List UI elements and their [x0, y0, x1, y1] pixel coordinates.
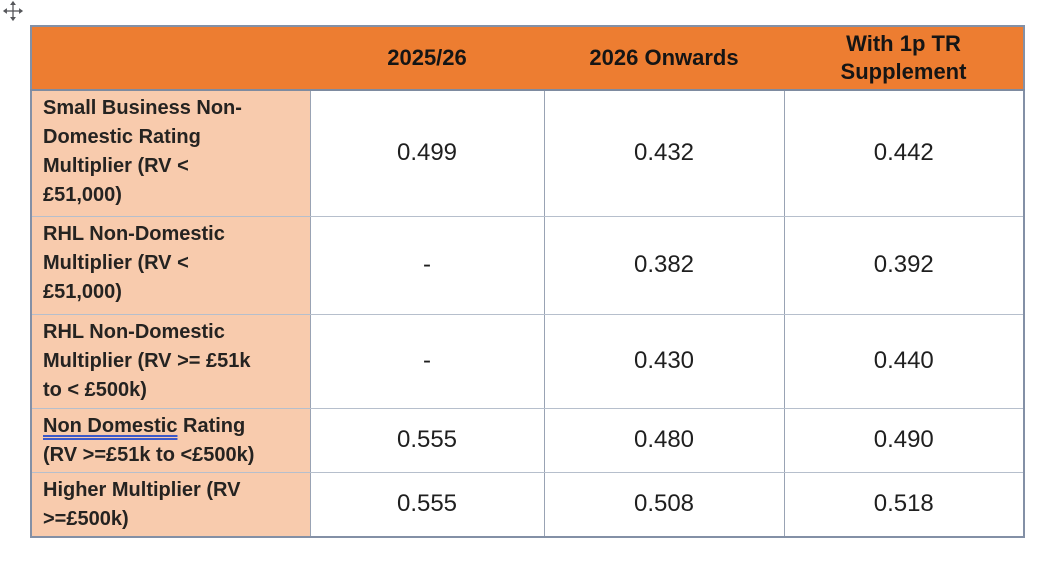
cell-small-business-2025-26: 0.499: [309, 90, 544, 217]
cell-higher-multiplier-2025-26: 0.555: [309, 472, 544, 537]
move-cursor-icon: [2, 0, 24, 22]
row-label-non-domestic-rating: Non Domestic Rating (RV >=£51k to <£500k…: [31, 408, 311, 473]
cell-non-domestic-2025-26: 0.555: [309, 408, 544, 473]
cell-rhl-51k-500k-2026-onwards: 0.430: [543, 314, 784, 409]
rates-table-container: 2025/26 2026 Onwards With 1p TR Suppleme…: [30, 25, 1025, 538]
table-move-handle[interactable]: [2, 0, 24, 22]
table-row-higher-multiplier: Higher Multiplier (RV >=£500k) 0.555 0.5…: [31, 472, 1024, 537]
table-row-rhl-51k-500k: RHL Non-Domestic Multiplier (RV >= £51k …: [31, 314, 1024, 409]
row-label-rhl-51k-500k: RHL Non-Domestic Multiplier (RV >= £51k …: [31, 314, 311, 409]
cell-rhl-under-51k-1p-tr: 0.392: [783, 216, 1024, 315]
row-label-small-business: Small Business Non- Domestic Rating Mult…: [31, 90, 311, 217]
table-row-non-domestic-rating: Non Domestic Rating (RV >=£51k to <£500k…: [31, 408, 1024, 473]
table-row-small-business: Small Business Non- Domestic Rating Mult…: [31, 90, 1024, 217]
cell-small-business-1p-tr: 0.442: [783, 90, 1024, 217]
cell-non-domestic-1p-tr: 0.490: [783, 408, 1024, 473]
col-header-2026-onwards: 2026 Onwards: [544, 26, 784, 91]
cell-higher-multiplier-1p-tr: 0.518: [783, 472, 1024, 537]
col-header-1p-tr-supplement: With 1p TR Supplement: [784, 26, 1024, 91]
cell-rhl-51k-500k-1p-tr: 0.440: [783, 314, 1024, 409]
col-header-2025-26: 2025/26: [310, 26, 544, 91]
row-label-rhl-under-51k: RHL Non-Domestic Multiplier (RV < £51,00…: [31, 216, 311, 315]
table-header-row: 2025/26 2026 Onwards With 1p TR Suppleme…: [31, 26, 1024, 91]
table-row-rhl-under-51k: RHL Non-Domestic Multiplier (RV < £51,00…: [31, 216, 1024, 315]
cell-rhl-under-51k-2026-onwards: 0.382: [543, 216, 784, 315]
cell-higher-multiplier-2026-onwards: 0.508: [543, 472, 784, 537]
row-label-higher-multiplier: Higher Multiplier (RV >=£500k): [31, 472, 311, 537]
cell-small-business-2026-onwards: 0.432: [543, 90, 784, 217]
row-label-non-domestic-rating-rest: Rating (RV >=£51k to <£500k): [43, 414, 255, 466]
non-domestic-rating-multipliers-table: 2025/26 2026 Onwards With 1p TR Suppleme…: [30, 25, 1025, 538]
cell-non-domestic-2026-onwards: 0.480: [543, 408, 784, 473]
grammar-underlined-text: Non Domestic: [43, 414, 178, 437]
cell-rhl-51k-500k-2025-26: -: [309, 314, 544, 409]
cell-rhl-under-51k-2025-26: -: [309, 216, 544, 315]
corner-header-cell: [31, 26, 310, 91]
